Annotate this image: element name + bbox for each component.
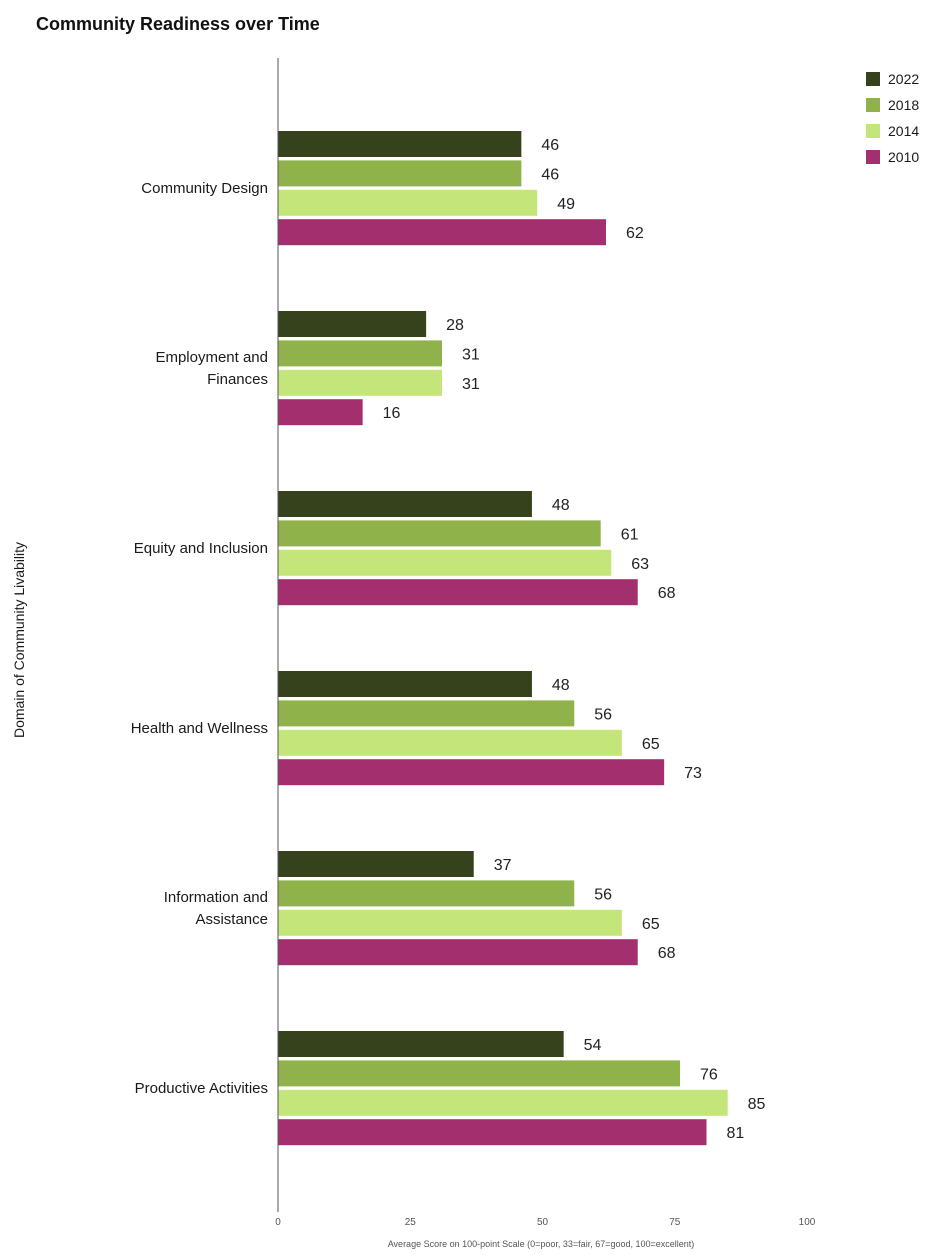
- bar-2022: [278, 311, 427, 337]
- bar-2010: [278, 219, 606, 246]
- bar-2022: [278, 491, 532, 517]
- bar-2010: [278, 759, 665, 786]
- bar-2010: [278, 1119, 707, 1146]
- data-label-2014: 65: [642, 736, 660, 753]
- category-labels: Community Design Employment and Finances Eq…: [131, 180, 268, 1097]
- y-axis-title: Domain of Community Livability: [11, 542, 27, 738]
- bar-2018: [278, 520, 601, 547]
- chart-title: Community Readiness over Time: [36, 14, 320, 34]
- bar-2014: [278, 909, 622, 936]
- data-label-2010: 16: [383, 405, 401, 422]
- legend: 2022 2018 2014 2010: [866, 71, 919, 165]
- category-label: Information and: [164, 889, 268, 906]
- data-label-2010: 73: [684, 765, 702, 782]
- data-label-2018: 56: [594, 886, 612, 903]
- x-tick-label: 100: [799, 1217, 816, 1228]
- data-label-2014: 31: [462, 376, 480, 393]
- legend-swatch-2014: [866, 124, 880, 138]
- data-label-2018: 56: [594, 706, 612, 723]
- bar-2022: [278, 1031, 564, 1057]
- bar-2018: [278, 700, 575, 727]
- data-label-2022: 48: [552, 497, 570, 514]
- data-label-2018: 46: [541, 166, 559, 183]
- bar-2014: [278, 549, 612, 576]
- data-label-2022: 28: [446, 317, 464, 334]
- data-label-2018: 76: [700, 1066, 718, 1083]
- data-label-2010: 68: [658, 585, 676, 602]
- bar-2010: [278, 579, 638, 606]
- legend-label-2010: 2010: [888, 149, 919, 165]
- category-label: Assistance: [195, 911, 268, 928]
- bar-2018: [278, 160, 522, 187]
- data-label-2014: 63: [631, 556, 649, 573]
- data-label-2018: 31: [462, 346, 480, 363]
- data-label-2018: 61: [621, 526, 639, 543]
- legend-label-2014: 2014: [888, 123, 919, 139]
- data-label-2010: 68: [658, 945, 676, 962]
- bar-2010: [278, 399, 363, 426]
- x-tick-label: 0: [275, 1217, 281, 1228]
- category-label: Health and Wellness: [131, 720, 268, 737]
- category-label: Finances: [207, 371, 268, 388]
- data-label-2014: 65: [642, 916, 660, 933]
- category-label: Productive Activities: [135, 1080, 268, 1097]
- data-label-2014: 49: [557, 196, 575, 213]
- x-tick-label: 50: [537, 1217, 549, 1228]
- bar-2018: [278, 1060, 681, 1087]
- legend-swatch-2010: [866, 150, 880, 164]
- x-ticks: 0 25 50 75 100: [275, 1217, 816, 1228]
- bar-2014: [278, 1089, 728, 1116]
- category-label: Employment and: [155, 349, 268, 366]
- x-tick-label: 25: [405, 1217, 417, 1228]
- category-label: Equity and Inclusion: [134, 540, 268, 557]
- data-label-2022: 37: [494, 857, 512, 874]
- data-label-2022: 48: [552, 677, 570, 694]
- data-label-2014: 85: [748, 1096, 766, 1113]
- x-axis-title: Average Score on 100-point Scale (0=poor…: [388, 1239, 695, 1249]
- bar-2022: [278, 671, 532, 697]
- bar-2018: [278, 880, 575, 907]
- bar-2022: [278, 851, 474, 877]
- data-label-2022: 46: [541, 137, 559, 154]
- category-label: Community Design: [141, 180, 268, 197]
- legend-label-2022: 2022: [888, 71, 919, 87]
- bar-2010: [278, 939, 638, 966]
- x-tick-label: 75: [669, 1217, 681, 1228]
- bar-2014: [278, 189, 538, 216]
- legend-swatch-2022: [866, 72, 880, 86]
- data-label-2022: 54: [584, 1037, 602, 1054]
- legend-label-2018: 2018: [888, 97, 919, 113]
- legend-swatch-2018: [866, 98, 880, 112]
- data-label-2010: 62: [626, 225, 644, 242]
- bar-2014: [278, 729, 622, 756]
- bar-2014: [278, 369, 442, 396]
- data-label-2010: 81: [726, 1125, 744, 1142]
- bar-2018: [278, 340, 442, 367]
- bar-2022: [278, 131, 522, 157]
- bars-layer: 46 46 49 62 28 31 31 16 48 61 63 68 48 56 65 73 37 56 65 68…: [278, 131, 766, 1146]
